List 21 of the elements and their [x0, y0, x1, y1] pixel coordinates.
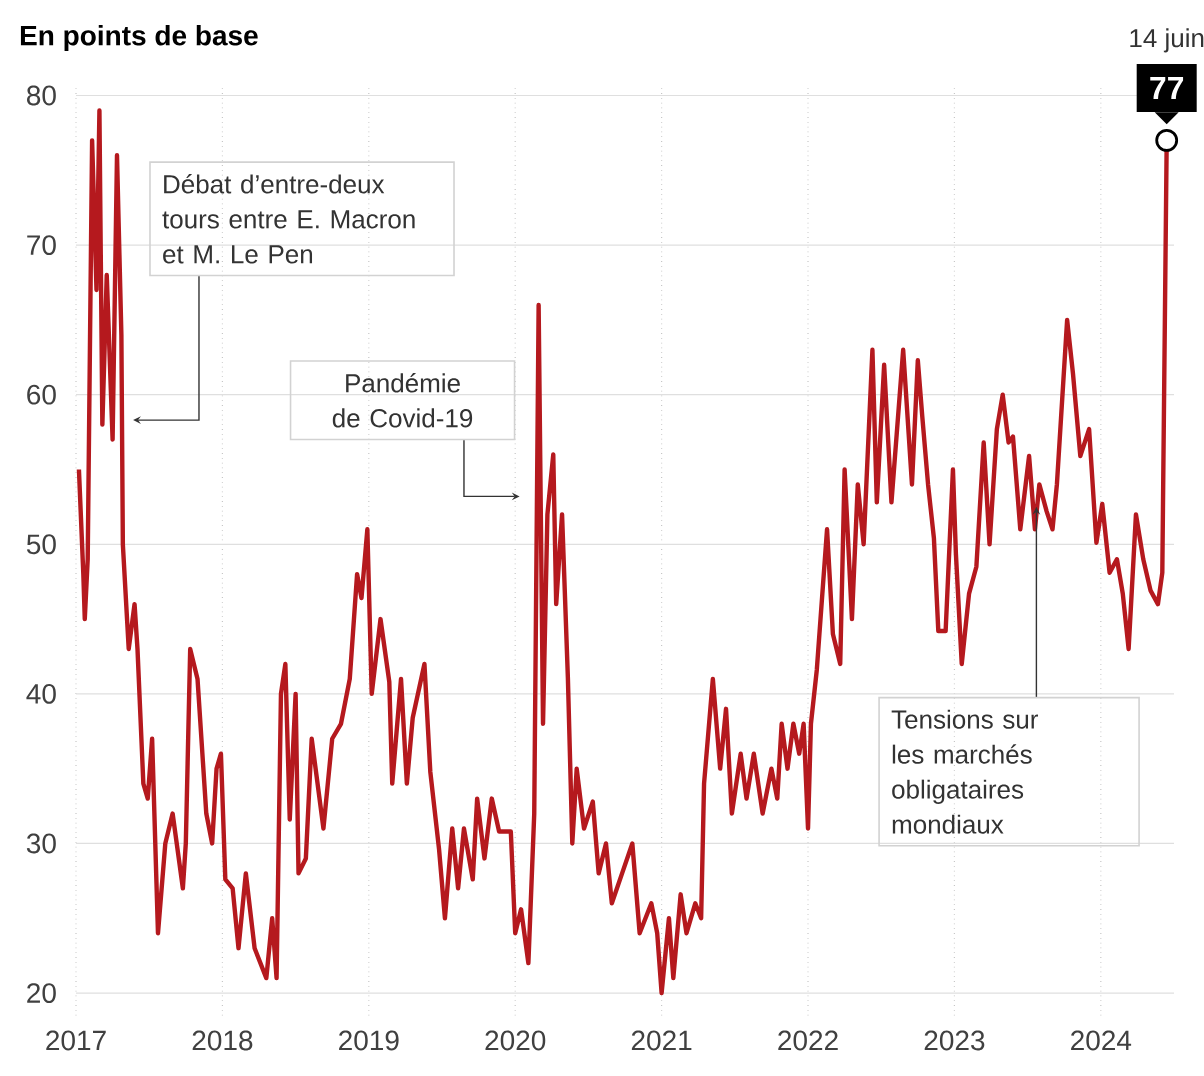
x-tick-label: 2022: [778, 1030, 838, 1051]
x-tick-label: 2024: [1071, 1030, 1132, 1051]
x-tick-label: 2020: [485, 1030, 546, 1051]
x-tick-label: 2019: [339, 1030, 399, 1051]
text: 14 juin: [1130, 28, 1204, 53]
y-tick-label: 30: [26, 833, 56, 854]
x-tick-label: 2017: [46, 1030, 106, 1051]
x-tick-label: 2021: [631, 1030, 692, 1051]
y-tick-label: 50: [26, 534, 56, 555]
x-tick-label: 2018: [192, 1030, 253, 1051]
annotation: Pandémie de Covid-19: [332, 373, 473, 428]
annotation: Tensions sur les marchés obligataires mondiaux: [891, 709, 1039, 834]
x-tick-label: 2023: [924, 1030, 985, 1051]
y-tick-label: 20: [27, 983, 56, 1003]
y-tick-label: 80: [27, 85, 56, 106]
y-tick-label: 60: [27, 384, 56, 405]
annotation: Débat d’entre-deux tours entre E. Macron et M. Le Pen: [162, 174, 415, 264]
y-tick-label: 70: [27, 235, 56, 255]
y-tick-label: 40: [26, 683, 56, 704]
data-label: 77: [1150, 76, 1184, 99]
y-axis-title: En points de base: [20, 24, 258, 52]
